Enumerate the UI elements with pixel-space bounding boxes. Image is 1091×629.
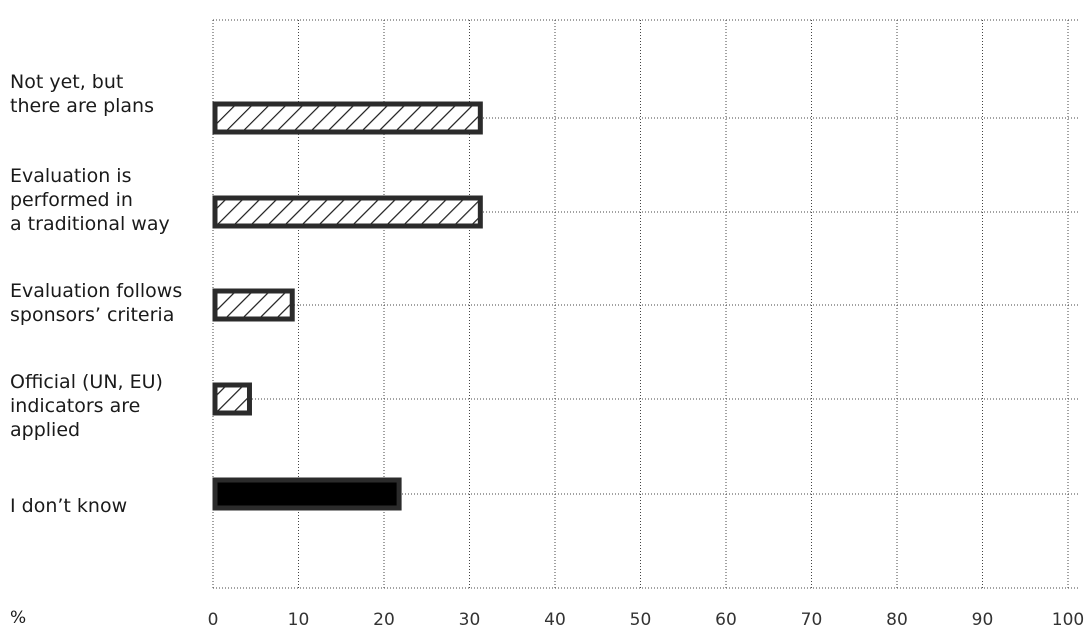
x-tick-label: 20 — [373, 610, 395, 629]
bar-5 — [212, 477, 402, 511]
bar-4 — [212, 382, 252, 416]
x-axis-ticks: 0 10 20 30 40 50 60 70 80 90 100 — [208, 610, 1085, 629]
x-tick-label: 40 — [544, 610, 566, 629]
bar-1 — [212, 101, 483, 135]
x-tick-label: 10 — [288, 610, 310, 629]
x-tick-label: 90 — [972, 610, 994, 629]
x-tick-label: 100 — [1052, 610, 1084, 629]
x-tick-label: 0 — [208, 610, 219, 629]
x-tick-label: 70 — [801, 610, 823, 629]
x-tick-label: 60 — [715, 610, 737, 629]
category-label: I don’t know — [10, 495, 128, 517]
bar-3 — [212, 288, 295, 322]
x-tick-label: 80 — [886, 610, 908, 629]
category-label: Not yet, but there are plans — [10, 71, 154, 117]
bars — [212, 101, 483, 511]
category-label: Evaluation is performed in a traditional… — [10, 165, 170, 235]
x-tick-label: 50 — [630, 610, 652, 629]
category-label: Official (UN, EU) indicators are applied — [10, 371, 163, 441]
category-label: Evaluation follows sponsors’ criteria — [10, 280, 183, 326]
unit-label: % — [10, 608, 27, 628]
bar-2 — [212, 195, 483, 229]
x-tick-label: 30 — [459, 610, 481, 629]
